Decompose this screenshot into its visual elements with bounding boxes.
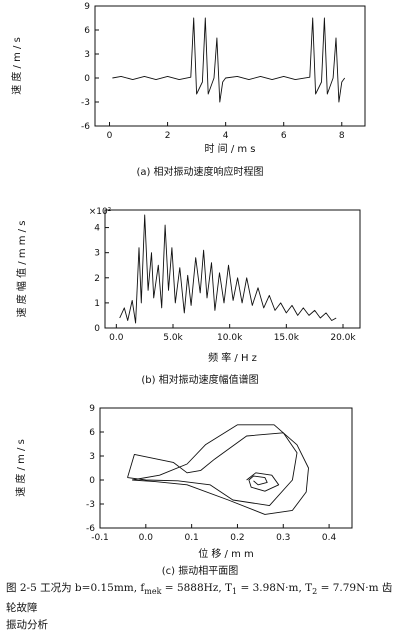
figure-caption-text: 图 2-5 工况为 b=0.15mm, f — [6, 582, 145, 594]
chart-0-xtick-label-1: 2 — [165, 131, 171, 141]
chart-1-xtick-label-4: 20.0k — [330, 333, 356, 343]
chart-0-xtick-label-4: 8 — [339, 131, 345, 141]
chart-2-series-2-line — [246, 472, 280, 492]
chart-0-frame — [94, 5, 366, 127]
chart-2-caption: (c) 振动相平面图 — [162, 564, 238, 577]
chart-1-ytick-label-2: 2 — [94, 274, 100, 284]
chart-1-frame — [104, 209, 361, 329]
chart-2-ytick-label-4: 6 — [89, 428, 95, 438]
chart-2-xtick-label-3: 0.2 — [230, 533, 244, 543]
figure-caption-t1-sub: 1 — [232, 587, 238, 597]
chart-1-xtick-label-1: 5.0k — [163, 333, 183, 343]
chart-2-ytick-label-2: 0 — [89, 476, 95, 486]
chart-0-ytick-label-2: 0 — [84, 74, 90, 84]
chart-0-xtick-label-2: 4 — [223, 131, 229, 141]
figure-caption-line2: 振动分析 — [6, 619, 48, 632]
chart-0-ytick-label-5: 9 — [84, 2, 90, 12]
chart-1-ytick-label-0: 0 — [94, 324, 100, 334]
chart-1-series-0-line — [119, 214, 337, 324]
chart-1-xlabel: 频 率 / H z — [208, 351, 257, 364]
chart-2-ytick-label-5: 9 — [89, 404, 95, 414]
chart-0-xlabel: 时 间 / m s — [204, 142, 255, 155]
chart-2-series-0-line — [132, 424, 309, 515]
chart-0-xtick-label-3: 6 — [281, 131, 287, 141]
chart-2-xtick-label-5: 0.4 — [322, 533, 337, 543]
chart-2-series-1-line — [127, 432, 298, 507]
chart-2-frame — [99, 407, 353, 529]
chart-0-ytick-label-0: -6 — [81, 122, 90, 132]
chart-1-ytick-label-1: 1 — [94, 299, 100, 309]
chart-1-xtick-label-3: 15.0k — [274, 333, 300, 343]
chart-2-ytick-label-0: -6 — [86, 524, 95, 534]
chart-2-xtick-label-2: 0.1 — [184, 533, 198, 543]
chart-0-ylabel: 速 度 / m / s — [10, 37, 23, 95]
chart-2-xtick-label-0: -0.1 — [91, 533, 109, 543]
figure-caption-sub: mek — [144, 587, 162, 597]
chart-1-xtick-label-2: 10.0k — [217, 333, 243, 343]
chart-0-xtick-label-0: 0 — [107, 131, 113, 141]
chart-0-ytick-label-4: 6 — [84, 26, 90, 36]
chart-1-ylabel: 速 度 幅 值 / m m / s — [15, 221, 28, 318]
figure-caption: 图 2-5 工况为 b=0.15mm, fmek = 5888Hz, T1 = … — [6, 580, 394, 634]
chart-2-xtick-label-4: 0.3 — [276, 533, 290, 543]
chart-0-ytick-label-3: 3 — [84, 50, 90, 60]
chart-2-xtick-label-1: 0.0 — [139, 533, 154, 543]
figure-svg: 0 2 4 6 8 -6 -3 0 3 6 9 时 间 / m s 速 度 / m / s (a) 相对振… — [10, 2, 366, 577]
figure-caption-text-b: = 5888Hz, T — [161, 582, 233, 594]
chart-0-series-0-line — [112, 17, 346, 103]
chart-1-ytick-label-4: 4 — [94, 224, 100, 234]
chart-2-xlabel: 位 移 / m m — [198, 547, 254, 560]
chart-2-ytick-label-1: -3 — [86, 500, 95, 510]
chart-0-ytick-label-1: -3 — [81, 98, 90, 108]
figure-caption-text-d: = 7.79N·m 齿轮故障 — [6, 582, 393, 615]
chart-1-caption: (b) 相对振动速度幅值谱图 — [141, 373, 258, 386]
figure-caption-text-c: = 3.98N·m, T — [237, 582, 313, 594]
figure-caption-t2-sub: 2 — [312, 587, 318, 597]
chart-1-ytick-label-3: 3 — [94, 249, 100, 259]
chart-2-ylabel: 速 度 / m / s — [14, 439, 27, 497]
chart-1-xtick-label-0: 0.0 — [109, 333, 124, 343]
chart-0-caption: (a) 相对振动速度响应时程图 — [136, 165, 263, 178]
chart-2-ytick-label-3: 3 — [89, 452, 95, 462]
chart-1-multiplier: ×10² — [89, 207, 112, 217]
